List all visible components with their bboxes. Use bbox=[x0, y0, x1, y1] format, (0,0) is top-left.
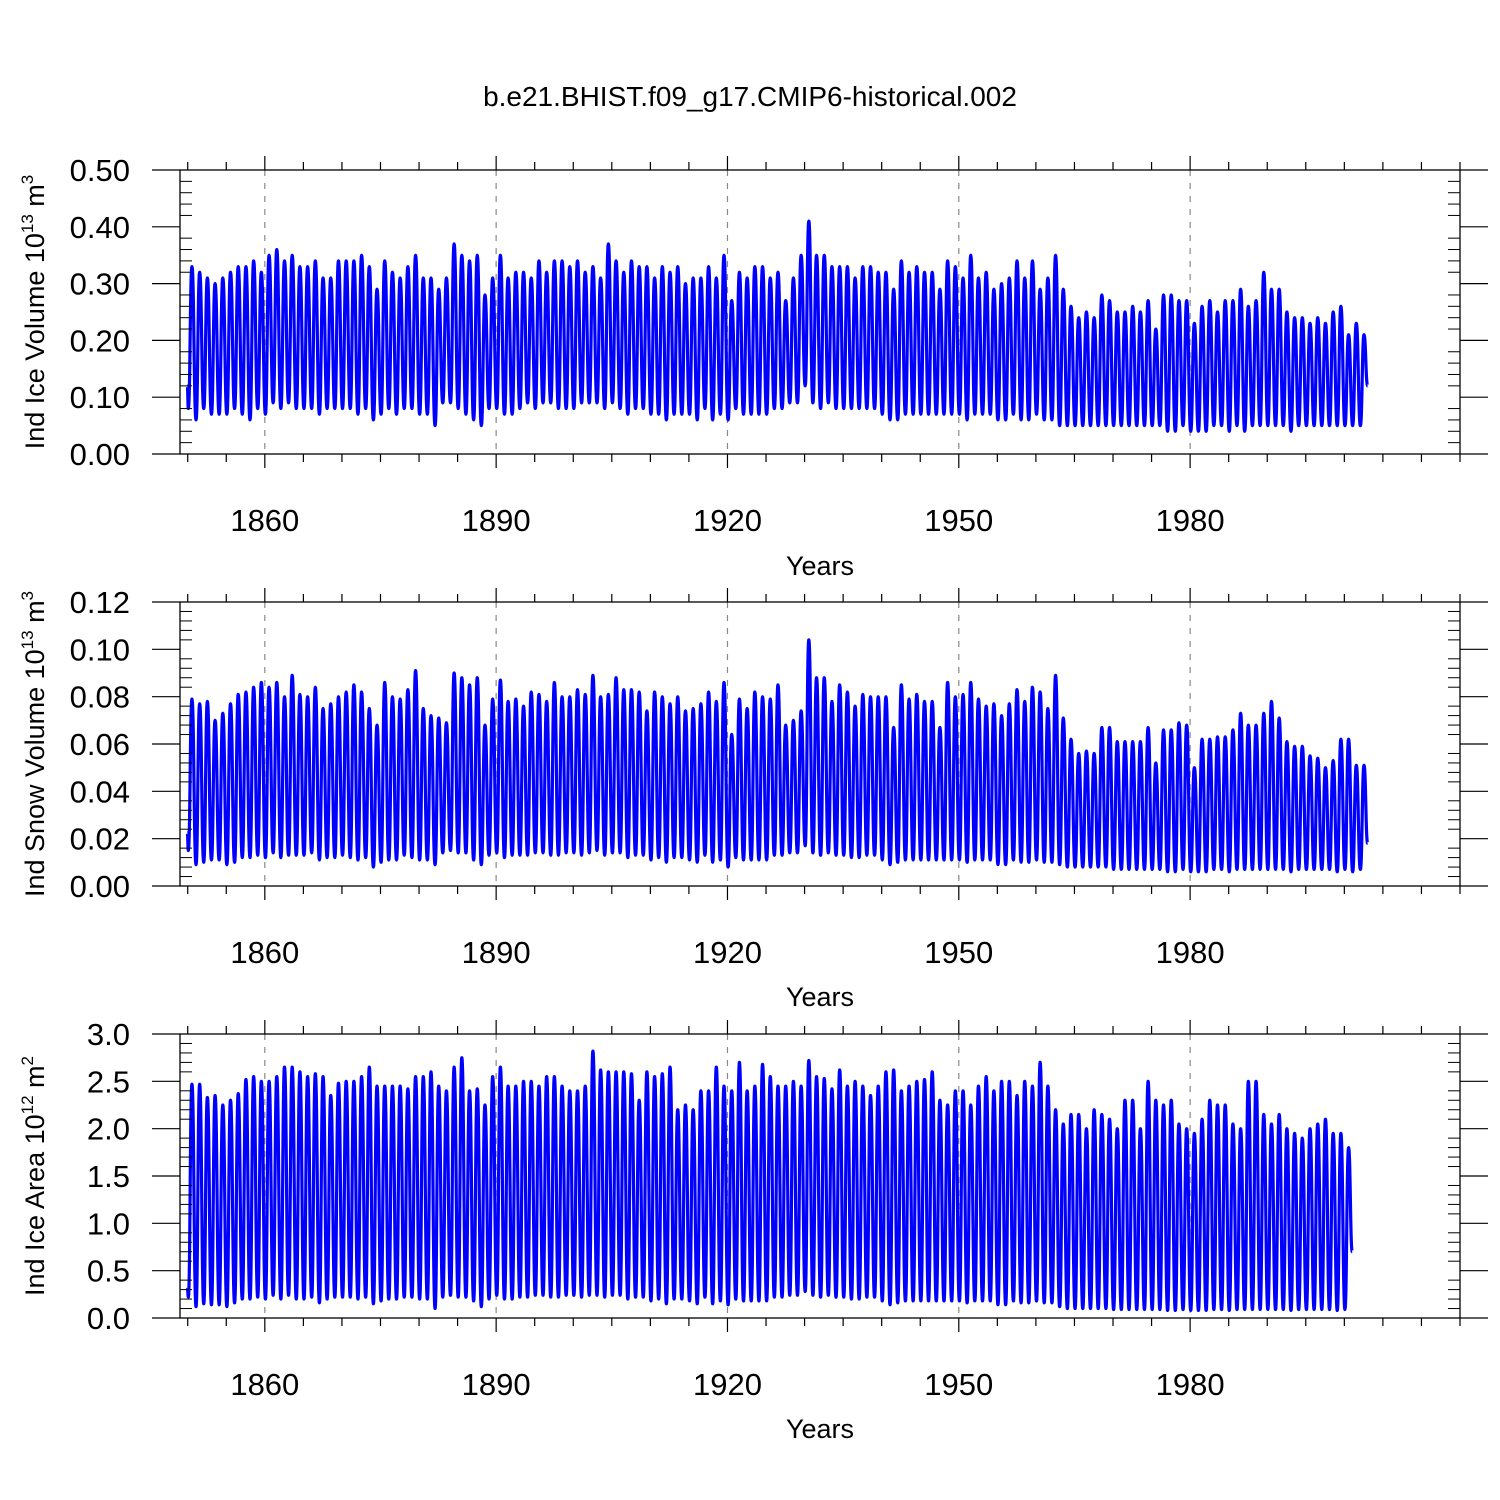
x-axis-label: Years bbox=[786, 982, 854, 1012]
y-tick-label: 0.06 bbox=[70, 727, 130, 762]
series-line-ice-volume bbox=[185, 219, 1370, 433]
series-line-ice-area bbox=[185, 1049, 1354, 1313]
x-tick-label: 1890 bbox=[462, 1367, 531, 1402]
y-axis-label: Ind Snow Volume 1013 m3 bbox=[18, 591, 50, 897]
series-line-snow-volume bbox=[185, 638, 1370, 874]
x-tick-label: 1920 bbox=[693, 503, 762, 538]
y-tick-label: 1.0 bbox=[87, 1206, 130, 1241]
y-tick-label: 0.0 bbox=[87, 1301, 130, 1336]
x-tick-label: 1920 bbox=[693, 935, 762, 970]
panel-snow-volume: 0.00 0.02 0.04 0.06 0.08 0.10 0.12 1860 1890 1920… bbox=[18, 585, 1488, 1012]
y-tick-label: 0.40 bbox=[70, 210, 130, 245]
plot-frame bbox=[179, 169, 1461, 455]
x-axis-label: Years bbox=[786, 551, 854, 581]
x-tick-label: 1980 bbox=[1156, 1367, 1225, 1402]
y-tick-label: 0.08 bbox=[70, 680, 130, 715]
y-tick-label: 0.50 bbox=[70, 153, 130, 188]
x-tick-label: 1890 bbox=[462, 935, 531, 970]
panel-ice-volume: 0.00 0.10 0.20 0.30 0.40 0.50 1860 1890 1920 1950… bbox=[18, 153, 1488, 581]
x-tick-label: 1920 bbox=[693, 1367, 762, 1402]
x-tick-label: 1860 bbox=[230, 503, 299, 538]
x-tick-label: 1860 bbox=[230, 1367, 299, 1402]
y-tick-label: 0.10 bbox=[70, 632, 130, 667]
x-tick-label: 1980 bbox=[1156, 503, 1225, 538]
y-tick-label: 0.10 bbox=[70, 380, 130, 415]
x-tick-label: 1950 bbox=[924, 503, 993, 538]
y-axis-label: Ind Ice Area 1012 m2 bbox=[18, 1056, 50, 1296]
y-tick-label: 1.5 bbox=[87, 1159, 130, 1194]
y-tick-label: 0.20 bbox=[70, 323, 130, 358]
x-tick-label: 1980 bbox=[1156, 935, 1225, 970]
y-axis-label: Ind Ice Volume 1013 m3 bbox=[18, 175, 50, 450]
x-axis-label: Years bbox=[786, 1414, 854, 1444]
x-tick-label: 1950 bbox=[924, 935, 993, 970]
y-tick-label: 3.0 bbox=[87, 1017, 130, 1052]
x-tick-label: 1860 bbox=[230, 935, 299, 970]
y-tick-label: 0.04 bbox=[70, 774, 130, 809]
y-tick-label: 0.02 bbox=[70, 822, 130, 857]
y-tick-label: 2.5 bbox=[87, 1064, 130, 1099]
y-tick-label: 0.5 bbox=[87, 1254, 130, 1289]
y-tick-label: 0.12 bbox=[70, 585, 130, 620]
y-tick-label: 0.00 bbox=[70, 869, 130, 904]
x-tick-label: 1890 bbox=[462, 503, 531, 538]
figure-title: b.e21.BHIST.f09_g17.CMIP6-historical.002 bbox=[483, 81, 1017, 112]
y-tick-label: 2.0 bbox=[87, 1112, 130, 1147]
y-tick-label: 0.30 bbox=[70, 267, 130, 302]
y-tick-label: 0.00 bbox=[70, 437, 130, 472]
panel-ice-area: 0.0 0.5 1.0 1.5 2.0 2.5 3.0 1860 1890 1920 1950 198… bbox=[18, 1017, 1488, 1444]
x-tick-label: 1950 bbox=[924, 1367, 993, 1402]
